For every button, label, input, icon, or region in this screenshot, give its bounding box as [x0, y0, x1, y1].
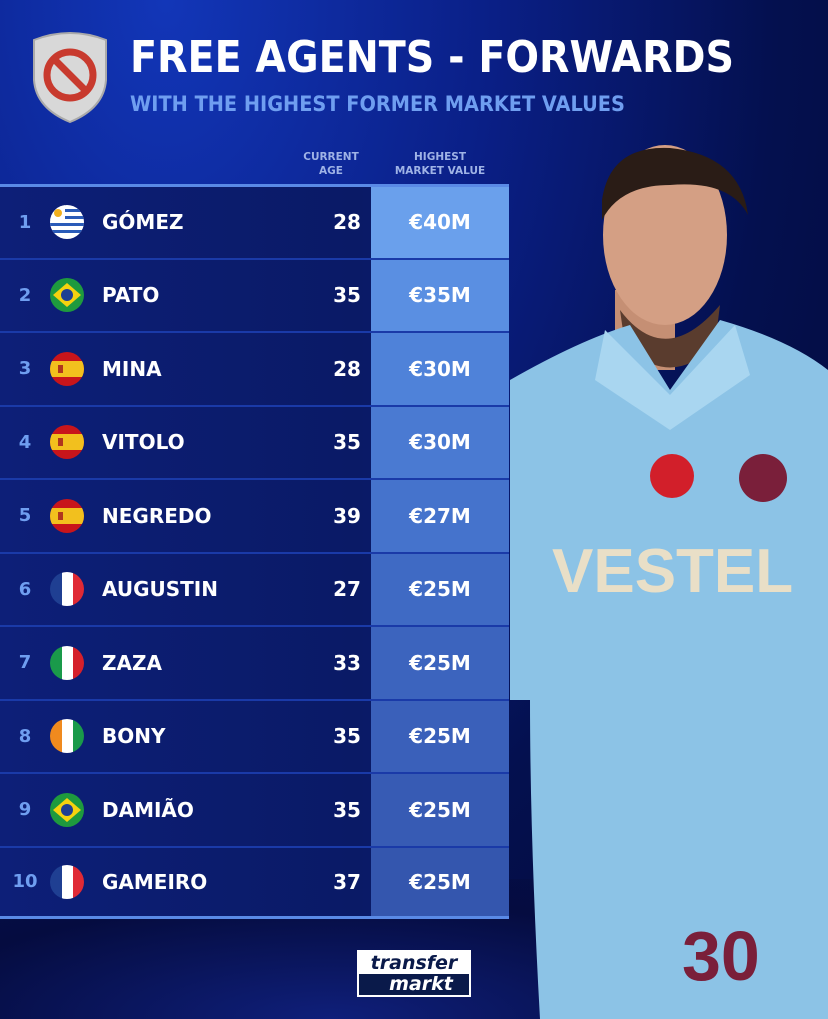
svg-text:30: 30 — [682, 917, 760, 995]
uruguay-flag-icon — [50, 205, 84, 240]
player-photo: VESTEL 30 — [510, 145, 828, 1019]
player-name: AUGUSTIN — [102, 577, 218, 602]
market-value: €25M — [371, 774, 509, 846]
market-value: €25M — [371, 553, 509, 625]
player-age: 35 — [333, 283, 361, 308]
rank: 8 — [18, 725, 32, 747]
player-age: 33 — [333, 650, 361, 675]
player-name: GAMEIRO — [102, 869, 208, 894]
player-name: BONY — [102, 724, 166, 749]
spain-flag-icon — [50, 351, 84, 386]
market-value: €40M — [371, 187, 509, 258]
market-value: €25M — [371, 847, 509, 916]
market-value: €25M — [371, 627, 509, 699]
table-row: 8 BONY 35 €25M — [0, 698, 509, 772]
column-header-age: CURRENT AGE — [303, 151, 359, 177]
table-row: 10 GAMEIRO 37 €25M — [0, 845, 509, 919]
svg-text:VESTEL: VESTEL — [552, 537, 793, 606]
table-row: 1 GÓMEZ 28 €40M — [0, 184, 509, 258]
rank: 3 — [18, 358, 32, 380]
prohibited-shield-icon — [33, 32, 107, 124]
player-name: ZAZA — [102, 650, 162, 675]
rank: 2 — [18, 284, 32, 306]
transfermarkt-logo: transfer markt — [357, 950, 471, 997]
column-header-value: HIGHEST MARKET VALUE — [394, 151, 486, 177]
page-subtitle: WITH THE HIGHEST FORMER MARKET VALUES — [130, 92, 625, 116]
market-value: €30M — [371, 406, 509, 478]
player-name: MINA — [102, 356, 162, 381]
france-flag-icon — [50, 864, 84, 899]
table-row: 2 PATO 35 €35M — [0, 257, 509, 331]
page-title: FREE AGENTS - FORWARDS — [130, 32, 734, 83]
ranking-table: 1 GÓMEZ 28 €40M 2 PATO 35 €35M 3 MINA 28 €… — [0, 184, 509, 919]
market-value: €25M — [371, 700, 509, 772]
ireland-flag-icon — [50, 719, 84, 754]
table-row: 7 ZAZA 33 €25M — [0, 625, 509, 699]
player-age: 28 — [333, 210, 361, 235]
market-value: €27M — [371, 480, 509, 552]
player-age: 35 — [333, 724, 361, 749]
spain-flag-icon — [50, 498, 84, 533]
market-value: €30M — [371, 333, 509, 405]
player-name: PATO — [102, 283, 160, 308]
italy-flag-icon — [50, 645, 84, 680]
spain-flag-icon — [50, 425, 84, 460]
player-age: 27 — [333, 577, 361, 602]
rank: 4 — [18, 431, 32, 453]
rank: 6 — [18, 578, 32, 600]
player-age: 28 — [333, 356, 361, 381]
brazil-flag-icon — [50, 278, 84, 313]
brazil-flag-icon — [50, 792, 84, 827]
player-name: GÓMEZ — [102, 210, 184, 235]
player-name: NEGREDO — [102, 503, 212, 528]
player-name: VITOLO — [102, 430, 185, 455]
table-row: 9 DAMIÃO 35 €25M — [0, 772, 509, 846]
player-age: 39 — [333, 503, 361, 528]
table-row: 5 NEGREDO 39 €27M — [0, 478, 509, 552]
player-age: 37 — [333, 869, 361, 894]
player-age: 35 — [333, 430, 361, 455]
rank: 9 — [18, 799, 32, 821]
player-age: 35 — [333, 797, 361, 822]
rank: 5 — [18, 505, 32, 527]
rank: 10 — [12, 871, 38, 893]
table-row: 4 VITOLO 35 €30M — [0, 404, 509, 478]
rank: 1 — [18, 211, 32, 233]
france-flag-icon — [50, 572, 84, 607]
player-name: DAMIÃO — [102, 797, 194, 822]
market-value: €35M — [371, 259, 509, 331]
rank: 7 — [18, 652, 32, 674]
table-row: 6 AUGUSTIN 27 €25M — [0, 551, 509, 625]
table-row: 3 MINA 28 €30M — [0, 331, 509, 405]
